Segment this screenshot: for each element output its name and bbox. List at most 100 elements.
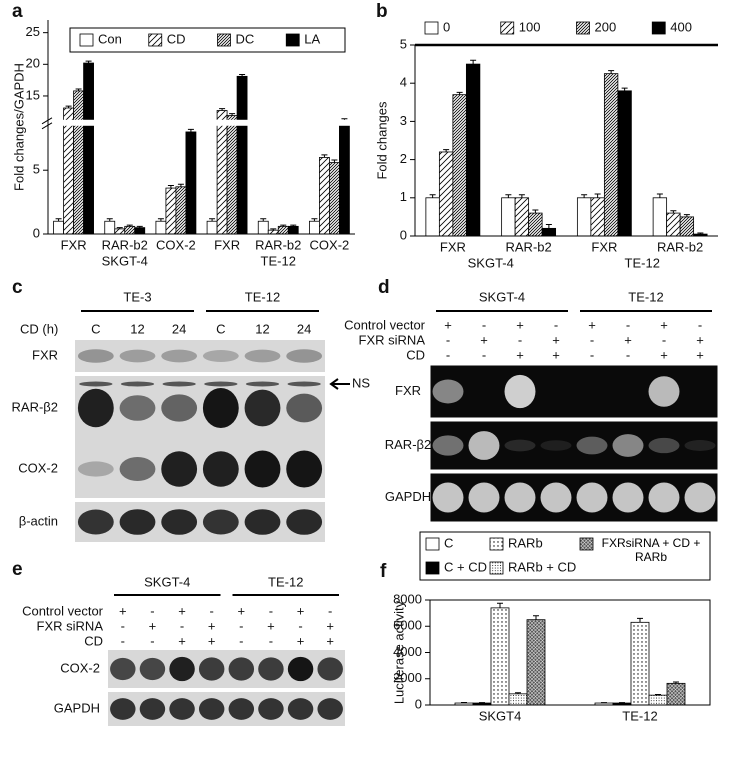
band <box>286 509 323 535</box>
lane-sign: + <box>552 332 560 347</box>
y-tick-label: 3 <box>400 113 407 128</box>
band <box>245 381 280 387</box>
error-bar <box>290 224 297 227</box>
x-tick-label: RAR-b2 <box>506 239 552 254</box>
band <box>119 457 156 481</box>
band <box>540 440 572 451</box>
group-label: TE-12 <box>261 253 296 268</box>
lane-sign: - <box>298 618 302 633</box>
lane-sign: - <box>210 603 214 618</box>
frame <box>429 599 711 706</box>
band <box>162 381 196 387</box>
band <box>198 698 225 720</box>
bar <box>648 694 668 706</box>
lane-sign: - <box>446 347 450 362</box>
y-tick-label: 5 <box>400 36 407 51</box>
lane-sign: + <box>588 317 596 332</box>
band <box>648 482 680 513</box>
error-bar <box>321 154 328 158</box>
y-tick-label: 0 <box>400 227 407 242</box>
row-label: RAR-β2 <box>12 399 58 414</box>
axis-break <box>42 119 357 126</box>
band <box>202 509 239 535</box>
bar <box>236 75 248 235</box>
lane-sign: + <box>208 618 216 633</box>
error-bar <box>637 617 643 623</box>
lane-sign: - <box>150 603 154 618</box>
error-bar <box>177 183 184 187</box>
lane-sign: + <box>326 618 334 633</box>
legend-label-box: FXRsiRNA + CD + RARb <box>602 536 701 564</box>
band <box>286 450 323 488</box>
lane-sign: - <box>150 633 154 648</box>
bar <box>53 220 64 235</box>
legend-swatch <box>489 561 504 575</box>
band <box>504 374 536 409</box>
band <box>119 395 156 421</box>
band <box>576 482 608 513</box>
bar <box>528 212 543 237</box>
legend-label: Con <box>98 31 122 46</box>
condition-label: FXR siRNA <box>37 618 104 633</box>
row-label: COX-2 <box>60 660 100 675</box>
annotation-arrow <box>329 378 350 390</box>
error-bar <box>260 218 267 222</box>
group-label: TE-12 <box>268 574 303 589</box>
error-bar <box>167 185 174 189</box>
bar <box>155 220 167 235</box>
lane-sign: - <box>590 347 594 362</box>
lane-sign: + <box>238 603 246 618</box>
band <box>161 394 198 422</box>
bar <box>216 110 228 235</box>
error-bar <box>673 681 679 684</box>
y-tick-label: 20 <box>26 56 40 71</box>
error-bar <box>280 224 287 227</box>
row-label: RAR-β2 <box>385 437 431 452</box>
legend-swatch <box>285 33 300 47</box>
error-bar <box>219 108 226 111</box>
error-bar <box>116 227 123 229</box>
condition-label: CD (h) <box>20 321 58 336</box>
error-bar <box>505 194 512 198</box>
x-tick-label: FXR <box>214 237 240 252</box>
y-tick-label: 4000 <box>393 644 422 659</box>
bar <box>124 225 136 235</box>
error-bar <box>270 228 277 231</box>
lane-sign: + <box>178 603 186 618</box>
error-bar <box>229 113 236 116</box>
panel-label: a <box>12 1 23 22</box>
group-label: SKGT-4 <box>468 255 514 270</box>
y-axis-label: Luciferase activity <box>391 600 406 704</box>
error-bar <box>209 218 216 222</box>
lane-sign: - <box>269 633 273 648</box>
bar <box>526 619 546 706</box>
lane-sign: + <box>696 347 704 362</box>
band <box>504 439 536 452</box>
band <box>244 450 281 488</box>
error-bar <box>239 73 246 77</box>
bar <box>541 227 557 237</box>
band <box>161 349 198 363</box>
bar <box>226 115 238 235</box>
band <box>612 434 644 457</box>
error-bar <box>656 193 663 198</box>
legend-label: CD <box>167 31 186 46</box>
band <box>244 349 281 363</box>
error-bar <box>594 193 601 198</box>
band <box>169 698 195 720</box>
bar <box>452 94 467 237</box>
lane-sign: + <box>208 633 216 648</box>
lane-sign: - <box>626 317 630 332</box>
lane-sign: - <box>590 332 594 347</box>
legend-label: 0 <box>443 19 450 34</box>
x-tick-label: RAR-b2 <box>255 237 301 252</box>
bar <box>267 229 279 235</box>
lane-sign: + <box>624 332 632 347</box>
y-axis-label: Fold changes <box>374 101 389 180</box>
legend-label: C <box>444 535 453 550</box>
bar <box>603 73 619 237</box>
band <box>286 349 323 363</box>
annotation: NS <box>352 375 370 390</box>
y-tick-label: 2000 <box>393 670 422 685</box>
error-bar <box>456 91 463 95</box>
